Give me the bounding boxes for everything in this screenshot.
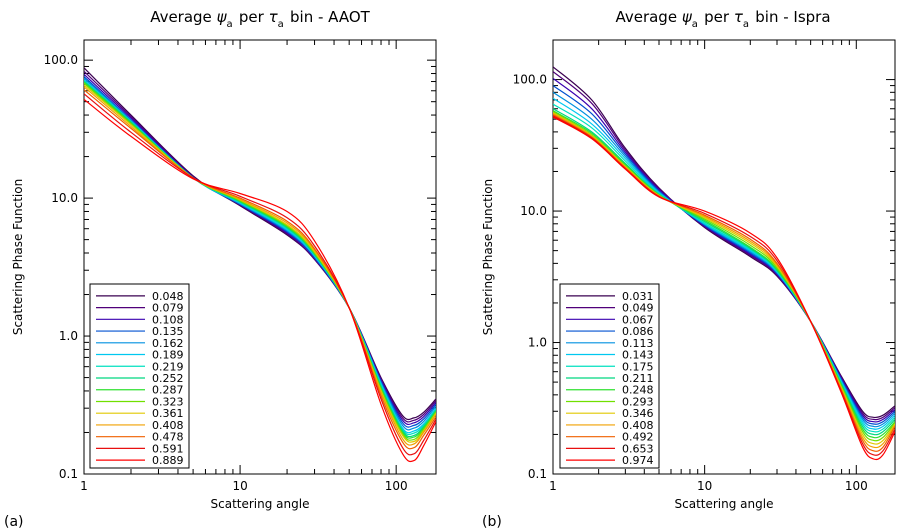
- legend-label: 0.189: [152, 349, 184, 362]
- title-part: per: [699, 8, 733, 26]
- legend-label: 0.113: [622, 337, 654, 350]
- plot-frame: [552, 39, 896, 475]
- chart-title: Average ψa per τa bin - Ispra: [615, 8, 830, 30]
- y-tick-label: 1.0: [528, 336, 547, 350]
- title-part: τ: [269, 8, 279, 26]
- series-line-0.591: [84, 93, 436, 456]
- legend-label: 0.031: [622, 290, 654, 303]
- title-subscript: a: [692, 19, 698, 30]
- legend-label: 0.346: [622, 407, 654, 420]
- legend-label: 0.252: [152, 372, 184, 385]
- x-tick-label: 10: [697, 479, 712, 493]
- title-subscript: a: [743, 19, 749, 30]
- y-tick-label: 1.0: [59, 329, 78, 343]
- x-axis-label: Scattering angle: [211, 497, 310, 511]
- legend-label: 0.478: [152, 431, 184, 444]
- legend-label: 0.135: [152, 325, 184, 338]
- title-part: Average: [615, 8, 681, 26]
- legend-label: 0.162: [152, 337, 184, 350]
- legend-label: 0.248: [622, 384, 654, 397]
- y-tick-label: 0.1: [528, 467, 547, 481]
- title-part: Average: [150, 8, 216, 26]
- legend-label: 0.175: [622, 360, 654, 373]
- chart-title: Average ψa per τa bin - AAOT: [150, 8, 370, 30]
- legend-label: 0.323: [152, 395, 184, 408]
- plot-frame: [83, 39, 437, 475]
- legend-label: 0.408: [622, 419, 654, 432]
- y-tick-label: 0.1: [59, 467, 78, 481]
- legend-label: 0.067: [622, 313, 654, 326]
- legend-label: 0.361: [152, 407, 184, 420]
- panel-label: (a): [4, 514, 24, 530]
- x-tick-label: 100: [385, 479, 408, 493]
- legend-label: 0.492: [622, 431, 654, 444]
- title-part: bin - Ispra: [751, 8, 831, 26]
- legend-label: 0.086: [622, 325, 654, 338]
- y-tick-label: 10.0: [520, 204, 547, 218]
- title-part: ψ: [682, 8, 693, 26]
- title-subscript: a: [226, 19, 232, 30]
- title-part: bin - AAOT: [285, 8, 370, 26]
- legend-label: 0.653: [622, 442, 654, 455]
- y-axis-label: Scattering Phase Function: [481, 179, 495, 335]
- series-line-0.492: [553, 114, 895, 452]
- series-line-0.031: [553, 66, 895, 419]
- legend-label: 0.219: [152, 360, 184, 373]
- panel-label: (b): [482, 514, 502, 530]
- legend-label: 0.974: [622, 454, 654, 467]
- title-part: ψ: [217, 8, 228, 26]
- legend-label: 0.591: [152, 442, 184, 455]
- x-tick-label: 10: [232, 479, 247, 493]
- y-tick-label: 10.0: [51, 191, 78, 205]
- x-tick-label: 1: [80, 479, 88, 493]
- title-part: τ: [734, 8, 744, 26]
- title-subscript: a: [278, 19, 284, 30]
- legend-box: [89, 283, 190, 469]
- y-axis-label: Scattering Phase Function: [11, 179, 25, 335]
- legend-label: 0.049: [622, 302, 654, 315]
- series-line-0.248: [553, 110, 895, 439]
- x-tick-label: 1: [549, 479, 557, 493]
- legend-label: 0.287: [152, 384, 184, 397]
- x-axis-label: Scattering angle: [675, 497, 774, 511]
- x-tick-label: 100: [845, 479, 868, 493]
- y-tick-label: 100.0: [44, 53, 78, 67]
- legend-label: 0.889: [152, 454, 184, 467]
- legend-label: 0.293: [622, 395, 654, 408]
- legend-label: 0.211: [622, 372, 654, 385]
- y-tick-label: 100.0: [513, 73, 547, 87]
- title-part: per: [234, 8, 268, 26]
- legend-label: 0.048: [152, 290, 184, 303]
- legend-box: [559, 283, 660, 469]
- series-line-0.974: [553, 116, 895, 461]
- legend-label: 0.408: [152, 419, 184, 432]
- legend-label: 0.143: [622, 349, 654, 362]
- series-line-0.889: [84, 98, 436, 463]
- legend-label: 0.108: [152, 313, 184, 326]
- legend-label: 0.079: [152, 302, 184, 315]
